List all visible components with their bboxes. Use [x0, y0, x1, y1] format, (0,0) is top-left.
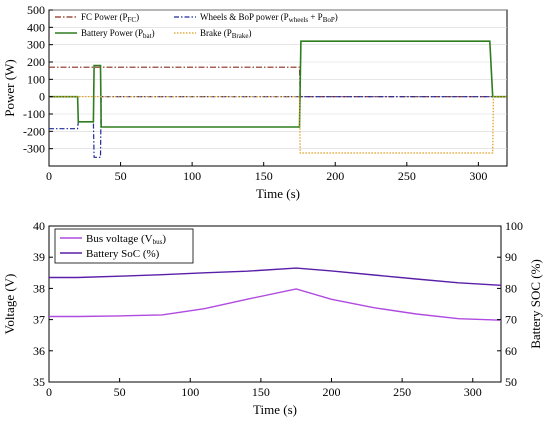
y-tick-label: 37: [33, 313, 45, 327]
voltage-chart-right-y-axis-title: Battery SOC (%): [528, 259, 543, 349]
x-tick-label: 50: [114, 385, 126, 399]
voltage-soc-chart: 0 50 100 150 200 250 300 35 36 37 38 39 40 50 60 70 80…: [2, 219, 543, 417]
series-line-fc-power-pfc: [49, 66, 507, 98]
voltage-legend-label-0: Bus voltage (Vbus): [86, 233, 166, 246]
right-y-tick-label: 70: [505, 313, 517, 327]
x-tick-label: 0: [46, 385, 52, 399]
voltage-chart-x-ticks: 0 50 100 150 200 250 300: [46, 378, 482, 399]
power-chart: 0 50 100 150 200 250 300 -300 -200 -100 0 100 200 30…: [2, 3, 508, 201]
y-tick-label: 500: [27, 3, 45, 17]
power-chart-x-ticks: 0 50 100 150 200 250 300: [46, 162, 487, 183]
series-line-brake-pbrake: [49, 96, 507, 154]
power-legend-label-0: FC Power (PFC): [81, 12, 139, 24]
y-tick-label: 36: [33, 344, 45, 358]
voltage-chart-plot-area: [48, 225, 502, 383]
power-legend-label-1: Wheels & BoP power (Pwheels + PBoP): [200, 12, 338, 24]
x-tick-label: 300: [464, 385, 482, 399]
x-tick-label: 50: [115, 169, 127, 183]
y-tick-label: 200: [27, 55, 45, 69]
right-y-tick-label: 80: [505, 281, 517, 295]
power-legend-label-2: Battery Power (Pbat): [81, 28, 155, 40]
y-tick-label: 100: [27, 72, 45, 86]
power-chart-series: [49, 40, 507, 158]
y-tick-label: 35: [33, 375, 45, 389]
x-tick-label: 200: [323, 385, 341, 399]
right-y-tick-label: 50: [505, 375, 517, 389]
power-chart-y-ticks: -300 -200 -100 0 100 200 300 400 500: [23, 3, 53, 156]
voltage-chart-right-y-ticks: 50 60 70 80 90 100: [497, 219, 523, 389]
voltage-legend-label-1: Battery SoC (%): [86, 248, 160, 260]
series-line-bus-voltage-vbus: [49, 288, 502, 321]
y-tick-label: -100: [23, 107, 45, 121]
x-tick-label: 300: [469, 169, 487, 183]
x-tick-label: 200: [326, 169, 344, 183]
x-tick-label: 150: [255, 169, 273, 183]
x-tick-label: 100: [183, 169, 201, 183]
voltage-chart-x-axis-title: Time (s): [253, 402, 297, 417]
y-tick-label: 39: [33, 250, 45, 264]
right-y-tick-label: 90: [505, 250, 517, 264]
power-chart-legend: FC Power (PFC) Wheels & BoP power (Pwheel…: [55, 12, 338, 40]
voltage-chart-legend: Bus voltage (Vbus) Battery SoC (%): [54, 228, 194, 264]
power-legend-label-3: Brake (PBrake): [200, 28, 251, 40]
x-tick-label: 150: [252, 385, 270, 399]
x-tick-label: 100: [181, 385, 199, 399]
right-y-tick-label: 100: [505, 219, 523, 233]
power-chart-x-axis-title: Time (s): [256, 186, 300, 201]
voltage-chart-y-axis-title: Voltage (V): [2, 274, 17, 335]
voltage-chart-series: [49, 267, 502, 321]
y-tick-label: 300: [27, 38, 45, 52]
legend-box: [54, 228, 194, 264]
x-tick-label: 250: [398, 169, 416, 183]
x-tick-label: 0: [46, 169, 52, 183]
x-tick-label: 250: [393, 385, 411, 399]
right-y-tick-label: 60: [505, 344, 517, 358]
series-line-battery-soc: [49, 267, 502, 286]
y-tick-label: -200: [23, 124, 45, 138]
y-tick-label: 40: [33, 219, 45, 233]
power-chart-y-axis-title: Power (W): [2, 59, 17, 116]
y-tick-label: 38: [33, 281, 45, 295]
y-tick-label: -300: [23, 142, 45, 156]
y-tick-label: 0: [39, 90, 45, 104]
y-tick-label: 400: [27, 20, 45, 34]
voltage-chart-y-ticks: 35 36 37 38 39 40: [33, 219, 53, 389]
